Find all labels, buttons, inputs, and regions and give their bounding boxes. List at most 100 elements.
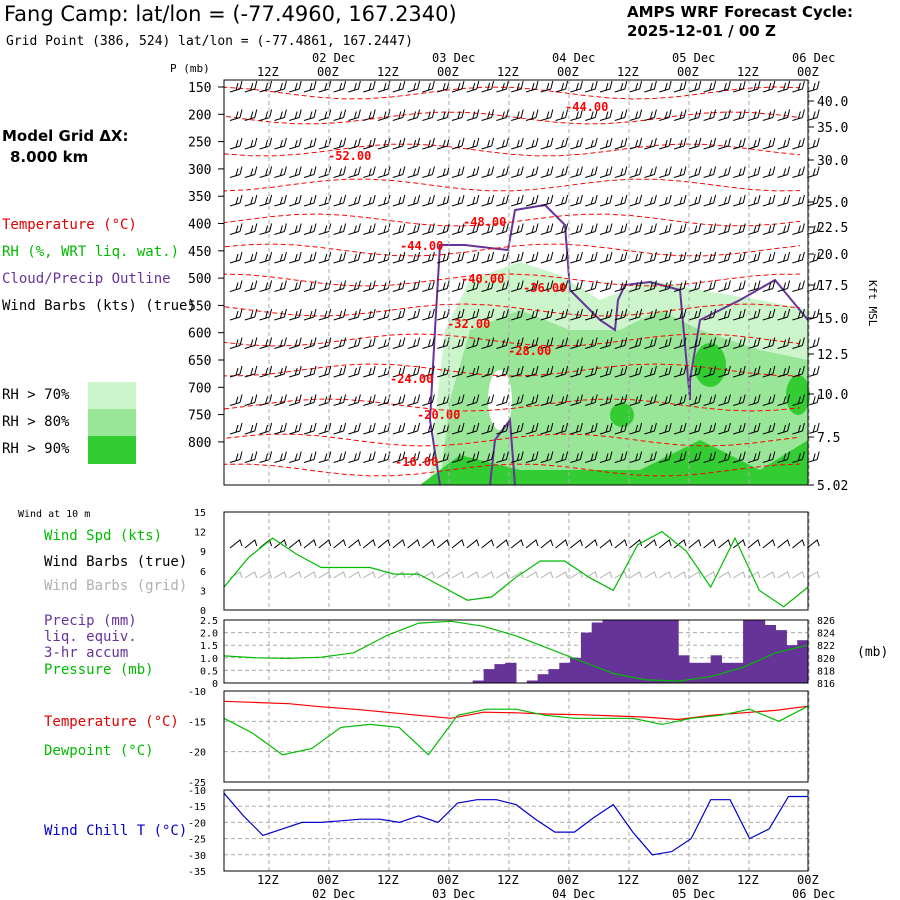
legend-precip: Precip (mm): [44, 613, 137, 629]
wind-barb-true: [777, 539, 791, 549]
wind-barb: [792, 166, 805, 178]
legend-rh: RH (%, WRT liq. wat.): [2, 244, 180, 260]
wind-barb: [407, 337, 421, 349]
wind-barb: [392, 337, 406, 349]
wind-barb: [585, 194, 598, 207]
wind-barb: [733, 194, 746, 207]
wind-barb: [747, 166, 761, 178]
wind-barb: [792, 80, 805, 93]
wind-barb: [363, 137, 376, 150]
wind-barb: [511, 194, 524, 207]
panel-frame: [223, 511, 809, 611]
wind-barb: [244, 137, 258, 150]
precip-bar: [743, 620, 755, 683]
pressure-tick: 300: [188, 163, 211, 178]
wind-barb: [451, 80, 465, 93]
rh90-area: [420, 440, 808, 485]
legend-pressure: Pressure (mb): [44, 662, 154, 678]
wind-barb-true: [673, 539, 687, 549]
wind-barb: [451, 194, 465, 207]
y-tick: 0.5: [200, 666, 218, 677]
pressure-tick: 822: [817, 641, 835, 652]
temperature-label: -44.00: [565, 100, 608, 114]
wind-barb: [392, 166, 406, 178]
wind-barb: [644, 251, 657, 264]
wind-barb: [555, 109, 569, 121]
wind-barb: [792, 137, 805, 150]
pressure-unit-label: (mb): [857, 645, 889, 660]
wind-barb: [629, 194, 643, 207]
wind-barb: [777, 137, 791, 150]
wind-barb: [762, 365, 776, 378]
wind-barb: [466, 251, 480, 264]
wind-barb: [673, 109, 687, 121]
wind-barb: [481, 194, 495, 207]
pressure-tick: 700: [188, 381, 211, 396]
temperature-label: -44.00: [400, 239, 443, 253]
wind-barb-grid: [629, 571, 643, 579]
wind-barb: [363, 365, 376, 378]
wind-barb-grid: [348, 571, 361, 579]
wind-barb: [733, 308, 746, 321]
wind-barb: [333, 394, 347, 406]
wind-barb: [688, 308, 702, 321]
wind-barb: [629, 451, 643, 463]
wind-barb: [466, 280, 480, 292]
wind-barb: [644, 308, 657, 321]
wind-barb: [614, 394, 628, 406]
wind-barb-true: [732, 539, 746, 549]
wind-barb: [274, 194, 287, 207]
legend-wind-barbs: Wind Barbs (kts) (true): [2, 298, 196, 314]
wind-barb-true: [451, 539, 465, 549]
wind-barb-grid: [732, 571, 746, 579]
top-hour-tick: 12Z: [737, 65, 759, 79]
wind-barb-true: [747, 539, 761, 549]
legend-rh90: RH > 90%: [2, 441, 70, 457]
wind-barb: [673, 251, 687, 264]
wind-barb: [392, 251, 406, 264]
wind-barb: [585, 365, 598, 378]
wind-barb: [659, 194, 672, 207]
wind-barb: [481, 308, 495, 321]
wind-speed-panel: 0 3 6 9 12 15: [194, 508, 820, 617]
wind-barb: [348, 223, 361, 235]
wind-barb: [318, 308, 332, 321]
legend-rh70: RH > 70%: [2, 387, 70, 403]
wind-barb: [244, 308, 258, 321]
wind-barb: [407, 194, 421, 207]
wind-barb-true: [599, 539, 613, 549]
wind-barb: [451, 394, 465, 406]
wind-barb: [289, 137, 302, 150]
grid-point-subtitle: Grid Point (386, 524) lat/lon = (-77.486…: [6, 34, 413, 49]
wind-barb: [777, 422, 791, 435]
precip-bar: [483, 669, 495, 683]
wind-barb: [585, 137, 598, 150]
wind-chill-line: [223, 792, 808, 856]
wind-barb-true: [688, 539, 702, 549]
wind-barb: [614, 337, 628, 349]
wind-barb-grid: [422, 571, 435, 579]
wind-barb: [585, 80, 598, 93]
height-tick: 20.0: [817, 248, 848, 263]
wind-chill-panel: -10 -15 -20 -25 -30 -35 12Z 00Z 12Z 00Z 12Z 00Z 12Z 0…: [188, 786, 835, 900]
top-date-tick: 06 Dec: [792, 51, 835, 65]
precip-bar: [786, 645, 798, 683]
wind-barb: [303, 194, 317, 207]
wind-barb: [629, 166, 643, 178]
wind-barb: [363, 280, 376, 292]
precip-bar: [494, 664, 506, 683]
wind-barb: [481, 166, 495, 178]
wind-barb: [392, 451, 406, 463]
wind-barb: [259, 223, 273, 235]
wind-barb: [407, 280, 421, 292]
wind-barb: [792, 394, 805, 406]
wind-barb: [703, 308, 717, 321]
y-tick: -15: [188, 802, 206, 813]
rh90-area: [786, 375, 810, 415]
wind-barb: [807, 80, 820, 93]
height-tick: 10.0: [817, 388, 848, 403]
wind-barb: [481, 451, 495, 463]
wind-barb: [244, 109, 258, 121]
wind-barb: [229, 137, 243, 150]
wind-barb: [525, 109, 539, 121]
